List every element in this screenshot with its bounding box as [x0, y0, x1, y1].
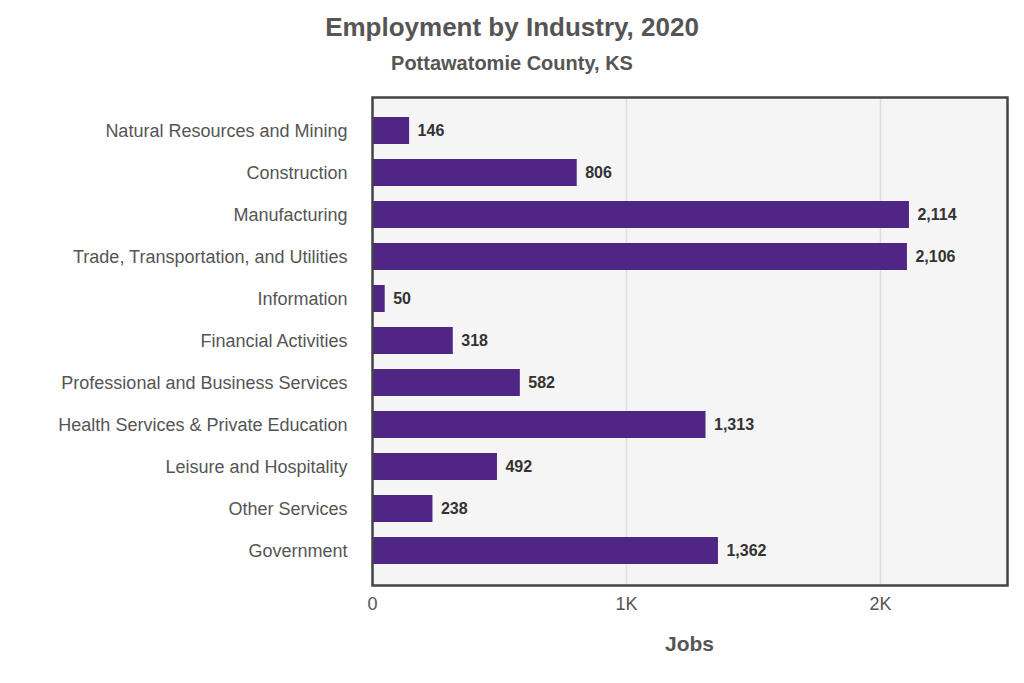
svg-text:Government: Government	[248, 541, 347, 561]
svg-text:318: 318	[461, 332, 488, 349]
svg-text:492: 492	[505, 458, 532, 475]
svg-text:Leisure and Hospitality: Leisure and Hospitality	[165, 457, 347, 477]
svg-text:Professional and Business Serv: Professional and Business Services	[61, 373, 347, 393]
html-text:Jobs: Jobs	[665, 632, 714, 655]
svg-text:582: 582	[528, 374, 555, 391]
svg-text:Construction: Construction	[246, 163, 347, 183]
svg-text:2,114: 2,114	[917, 206, 956, 223]
svg-text:Information: Information	[257, 289, 347, 309]
svg-text:1,313: 1,313	[714, 416, 754, 433]
svg-text:Health Services & Private Educ: Health Services & Private Education	[58, 415, 347, 435]
svg-text:1K: 1K	[615, 594, 637, 614]
svg-text:146: 146	[418, 122, 445, 139]
svg-text:238: 238	[441, 500, 468, 517]
svg-text:Trade, Transportation, and Uti: Trade, Transportation, and Utilities	[73, 247, 347, 267]
svg-text:Natural Resources and Mining: Natural Resources and Mining	[105, 121, 347, 141]
svg-text:50: 50	[393, 290, 411, 307]
svg-text:2,106: 2,106	[915, 248, 955, 265]
svg-text:Other Services: Other Services	[228, 499, 347, 519]
svg-text:2K: 2K	[869, 594, 891, 614]
svg-text:0: 0	[367, 594, 377, 614]
svg-text:Manufacturing: Manufacturing	[233, 205, 347, 225]
svg-text:Financial Activities: Financial Activities	[200, 331, 347, 351]
svg-text:806: 806	[585, 164, 612, 181]
svg-text:1,362: 1,362	[726, 542, 766, 559]
html-text:Pottawatomie County, KS: Pottawatomie County, KS	[391, 52, 633, 74]
html-text:Employment by Industry, 2020: Employment by Industry, 2020	[325, 12, 699, 42]
